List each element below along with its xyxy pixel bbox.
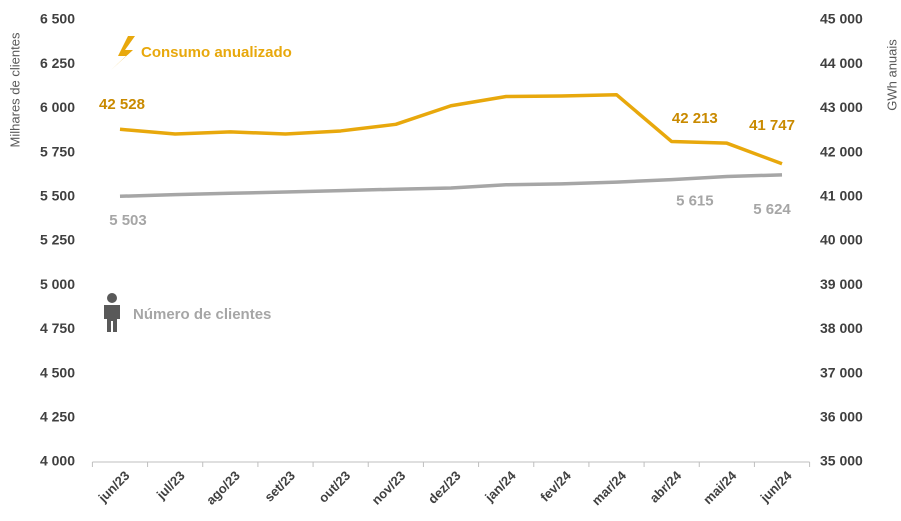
x-tick-label: jun/24 (757, 467, 795, 505)
data-label: 5 503 (109, 212, 147, 229)
y2-tick-label: 43 000 (820, 99, 863, 115)
y2-tick-label: 35 000 (820, 453, 863, 469)
x-tick-label: mar/24 (589, 467, 630, 508)
x-tick-label: jul/23 (153, 468, 188, 503)
series-line (119, 173, 783, 199)
y-tick-label: 6 500 (40, 11, 75, 27)
data-label: 41 747 (749, 117, 795, 134)
y-tick-label: 5 750 (40, 143, 75, 159)
person-icon (104, 293, 120, 332)
x-tick-label: abr/24 (647, 467, 685, 505)
x-tick-label: out/23 (316, 468, 354, 506)
legend-consumo: Consumo anualizado (141, 44, 292, 61)
y2-tick-label: 36 000 (820, 409, 863, 425)
lightning-icon (111, 36, 135, 70)
y-tick-label: 4 000 (40, 453, 75, 469)
x-tick-label: dez/23 (425, 468, 464, 507)
y2-tick-label: 41 000 (820, 188, 863, 204)
data-label: 42 528 (99, 96, 145, 113)
y-tick-label: 5 250 (40, 232, 75, 248)
y2-tick-label: 44 000 (820, 55, 863, 71)
data-label: 5 624 (753, 201, 791, 218)
y2-tick-label: 40 000 (820, 232, 863, 248)
x-tick-label: fev/24 (537, 467, 574, 504)
y-tick-label: 5 000 (40, 276, 75, 292)
y2-tick-label: 42 000 (820, 143, 863, 159)
data-label: 42 213 (672, 110, 718, 127)
x-tick-label: jan/24 (481, 467, 519, 505)
data-label: 5 615 (676, 192, 714, 209)
y-tick-label: 6 250 (40, 55, 75, 71)
y2-axis-label: GWh anuais (884, 39, 899, 111)
y-tick-label: 4 750 (40, 320, 75, 336)
x-tick-label: mai/24 (700, 467, 740, 507)
y2-tick-label: 39 000 (820, 276, 863, 292)
y-tick-label: 6 000 (40, 99, 75, 115)
legend-clientes: Número de clientes (133, 306, 271, 323)
y-tick-label: 4 500 (40, 364, 75, 380)
y2-tick-label: 45 000 (820, 11, 863, 27)
x-tick-label: jun/23 (95, 468, 133, 506)
y-tick-label: 5 500 (40, 188, 75, 204)
y-tick-label: 4 250 (40, 409, 75, 425)
y-axis-label: Milhares de clientes (7, 32, 22, 147)
x-tick-label: nov/23 (369, 468, 409, 508)
x-tick-label: set/23 (261, 468, 298, 505)
series-line (119, 92, 783, 166)
y2-tick-label: 38 000 (820, 320, 863, 336)
y2-tick-label: 37 000 (820, 364, 863, 380)
x-tick-label: ago/23 (203, 468, 243, 508)
